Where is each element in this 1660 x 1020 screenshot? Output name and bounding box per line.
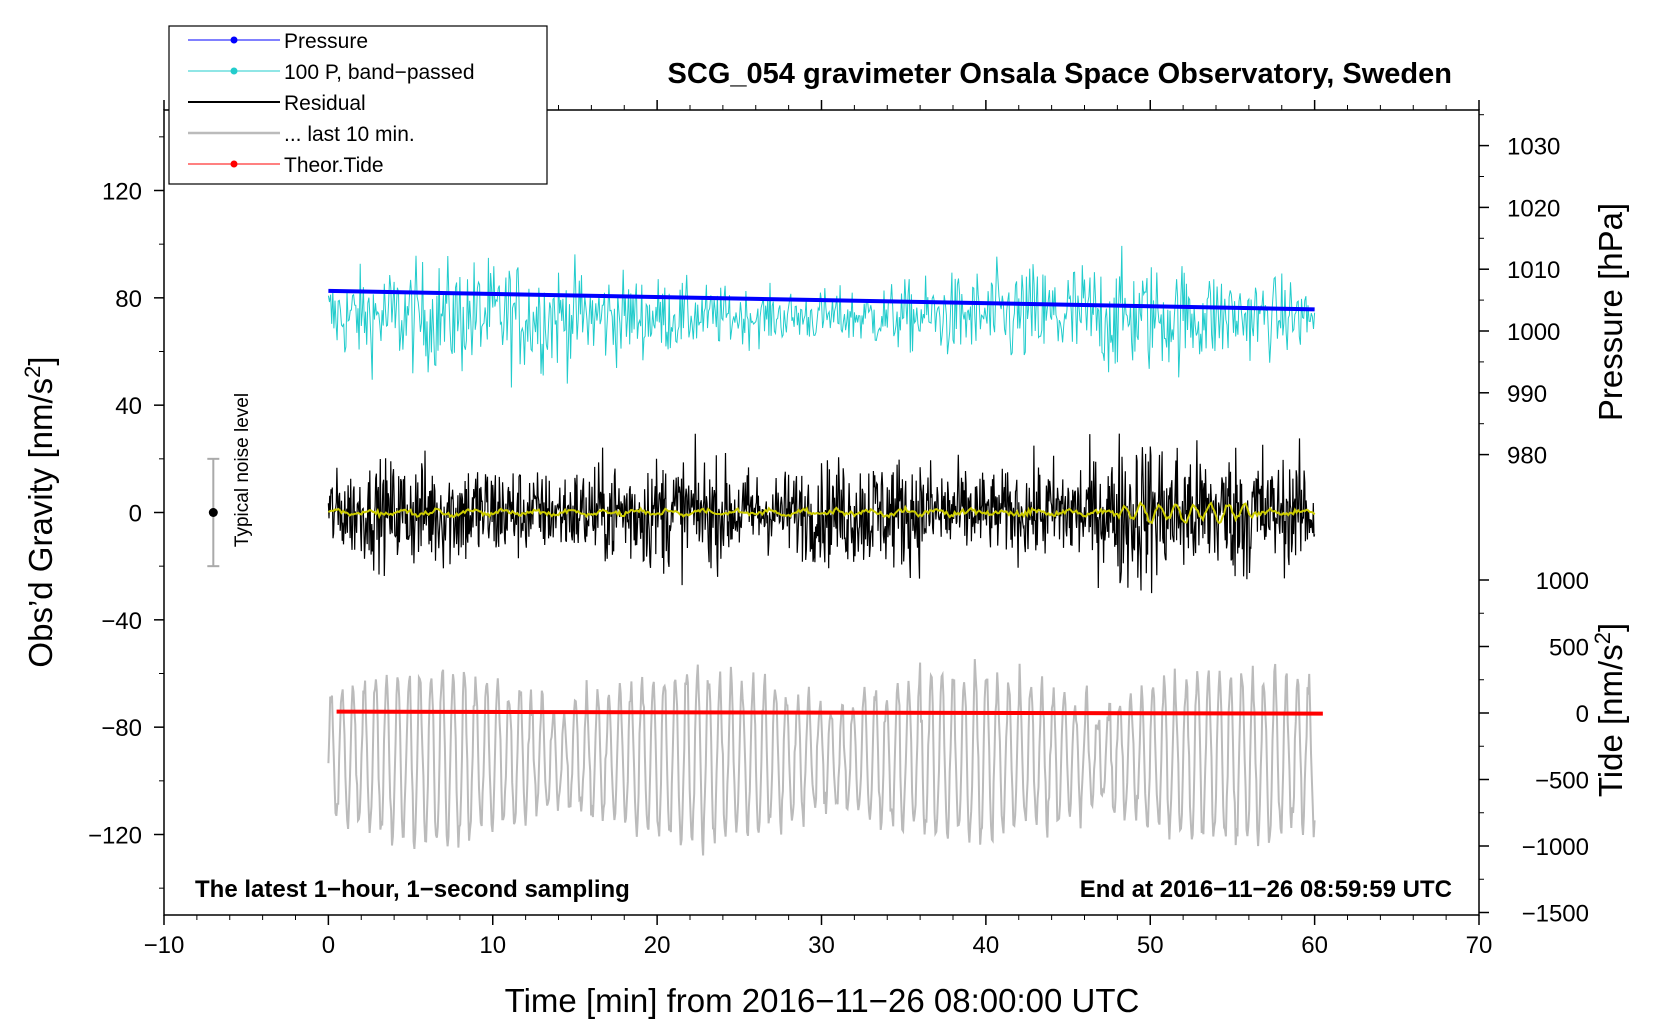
annotation-end-time: End at 2016−11−26 08:59:59 UTC — [1080, 876, 1452, 903]
y-tick-label: −80 — [101, 715, 142, 742]
legend-marker-theor-tide — [230, 160, 238, 168]
annotation-sampling: The latest 1−hour, 1−second sampling — [195, 876, 630, 903]
legend-label-band-passed: 100 P, band−passed — [284, 61, 475, 84]
tide-axis-ticks: −1500 −1000 −500 0 500 1000 — [1479, 568, 1589, 928]
y-axis-left-ticks: −120 −80 −40 0 40 80 120 — [88, 136, 164, 889]
pressure-tick-label: 1030 — [1507, 134, 1560, 161]
legend-marker-band-passed — [230, 67, 238, 75]
y-tick-label: 120 — [102, 179, 142, 206]
x-tick-label: 30 — [808, 932, 835, 959]
y-tick-label: 80 — [115, 286, 142, 313]
x-tick-label: 10 — [479, 932, 506, 959]
x-tick-label: −10 — [144, 932, 185, 959]
tide-tick-label: −1000 — [1522, 834, 1589, 861]
pressure-tick-label: 1020 — [1507, 195, 1560, 222]
tide-tick-label: 500 — [1549, 635, 1589, 662]
x-tick-label: 20 — [644, 932, 671, 959]
pressure-tick-label: 1010 — [1507, 257, 1560, 284]
pressure-line — [328, 288, 1315, 312]
chart-title: SCG_054 gravimeter Onsala Space Observat… — [668, 58, 1452, 90]
legend-box — [168, 25, 548, 185]
pressure-axis-ticks: 980 990 1000 1010 1020 1030 — [1479, 114, 1560, 470]
legend-label-theor-tide: Theor.Tide — [284, 154, 384, 177]
noise-level-dot — [208, 508, 218, 517]
x-tick-label: 50 — [1137, 932, 1164, 959]
y-tick-label: −120 — [88, 823, 142, 850]
y-tick-label: 0 — [129, 501, 142, 528]
tide-tick-label: 0 — [1576, 701, 1589, 728]
theoretical-tide-line — [336, 709, 1323, 716]
tide-tick-label: −1500 — [1522, 901, 1589, 928]
pressure-tick-label: 990 — [1507, 381, 1547, 408]
pressure-tick-label: 1000 — [1507, 319, 1560, 346]
x-axis-title: Time [min] from 2016−11−26 08:00:00 UTC — [505, 982, 1140, 1019]
x-tick-label: 40 — [973, 932, 1000, 959]
tide-axis-title: Tide [nm/s2] — [1590, 623, 1630, 797]
legend: Pressure 100 P, band−passed Residual ...… — [168, 25, 548, 185]
y-tick-label: 40 — [115, 393, 142, 420]
legend-label-last-10-min: ... last 10 min. — [284, 123, 415, 146]
last-10-min-line — [327, 659, 1316, 856]
noise-level-bar — [207, 457, 220, 568]
smoothed-residual-line — [327, 500, 1316, 525]
legend-label-pressure: Pressure — [284, 30, 368, 53]
pressure-tick-label: 980 — [1507, 443, 1547, 470]
x-tick-label: 0 — [322, 932, 335, 959]
legend-marker-pressure — [230, 36, 238, 44]
y-tick-label: −40 — [101, 608, 142, 635]
noise-level-label: Typical noise level — [232, 393, 253, 547]
tide-tick-label: 1000 — [1536, 568, 1589, 595]
legend-label-residual: Residual — [284, 92, 366, 115]
residual-line — [327, 433, 1316, 594]
x-axis-ticks: −10 0 10 20 30 40 50 60 70 — [144, 100, 1493, 959]
y-axis-left-title: Obs’d Gravity [nm/s2] — [20, 356, 60, 667]
band-passed-pressure-line — [327, 245, 1316, 388]
series-layer — [327, 245, 1323, 856]
tide-tick-label: −500 — [1535, 768, 1589, 795]
x-tick-label: 70 — [1466, 932, 1493, 959]
pressure-axis-title: Pressure [hPa] — [1592, 203, 1629, 421]
x-tick-label: 60 — [1301, 932, 1328, 959]
